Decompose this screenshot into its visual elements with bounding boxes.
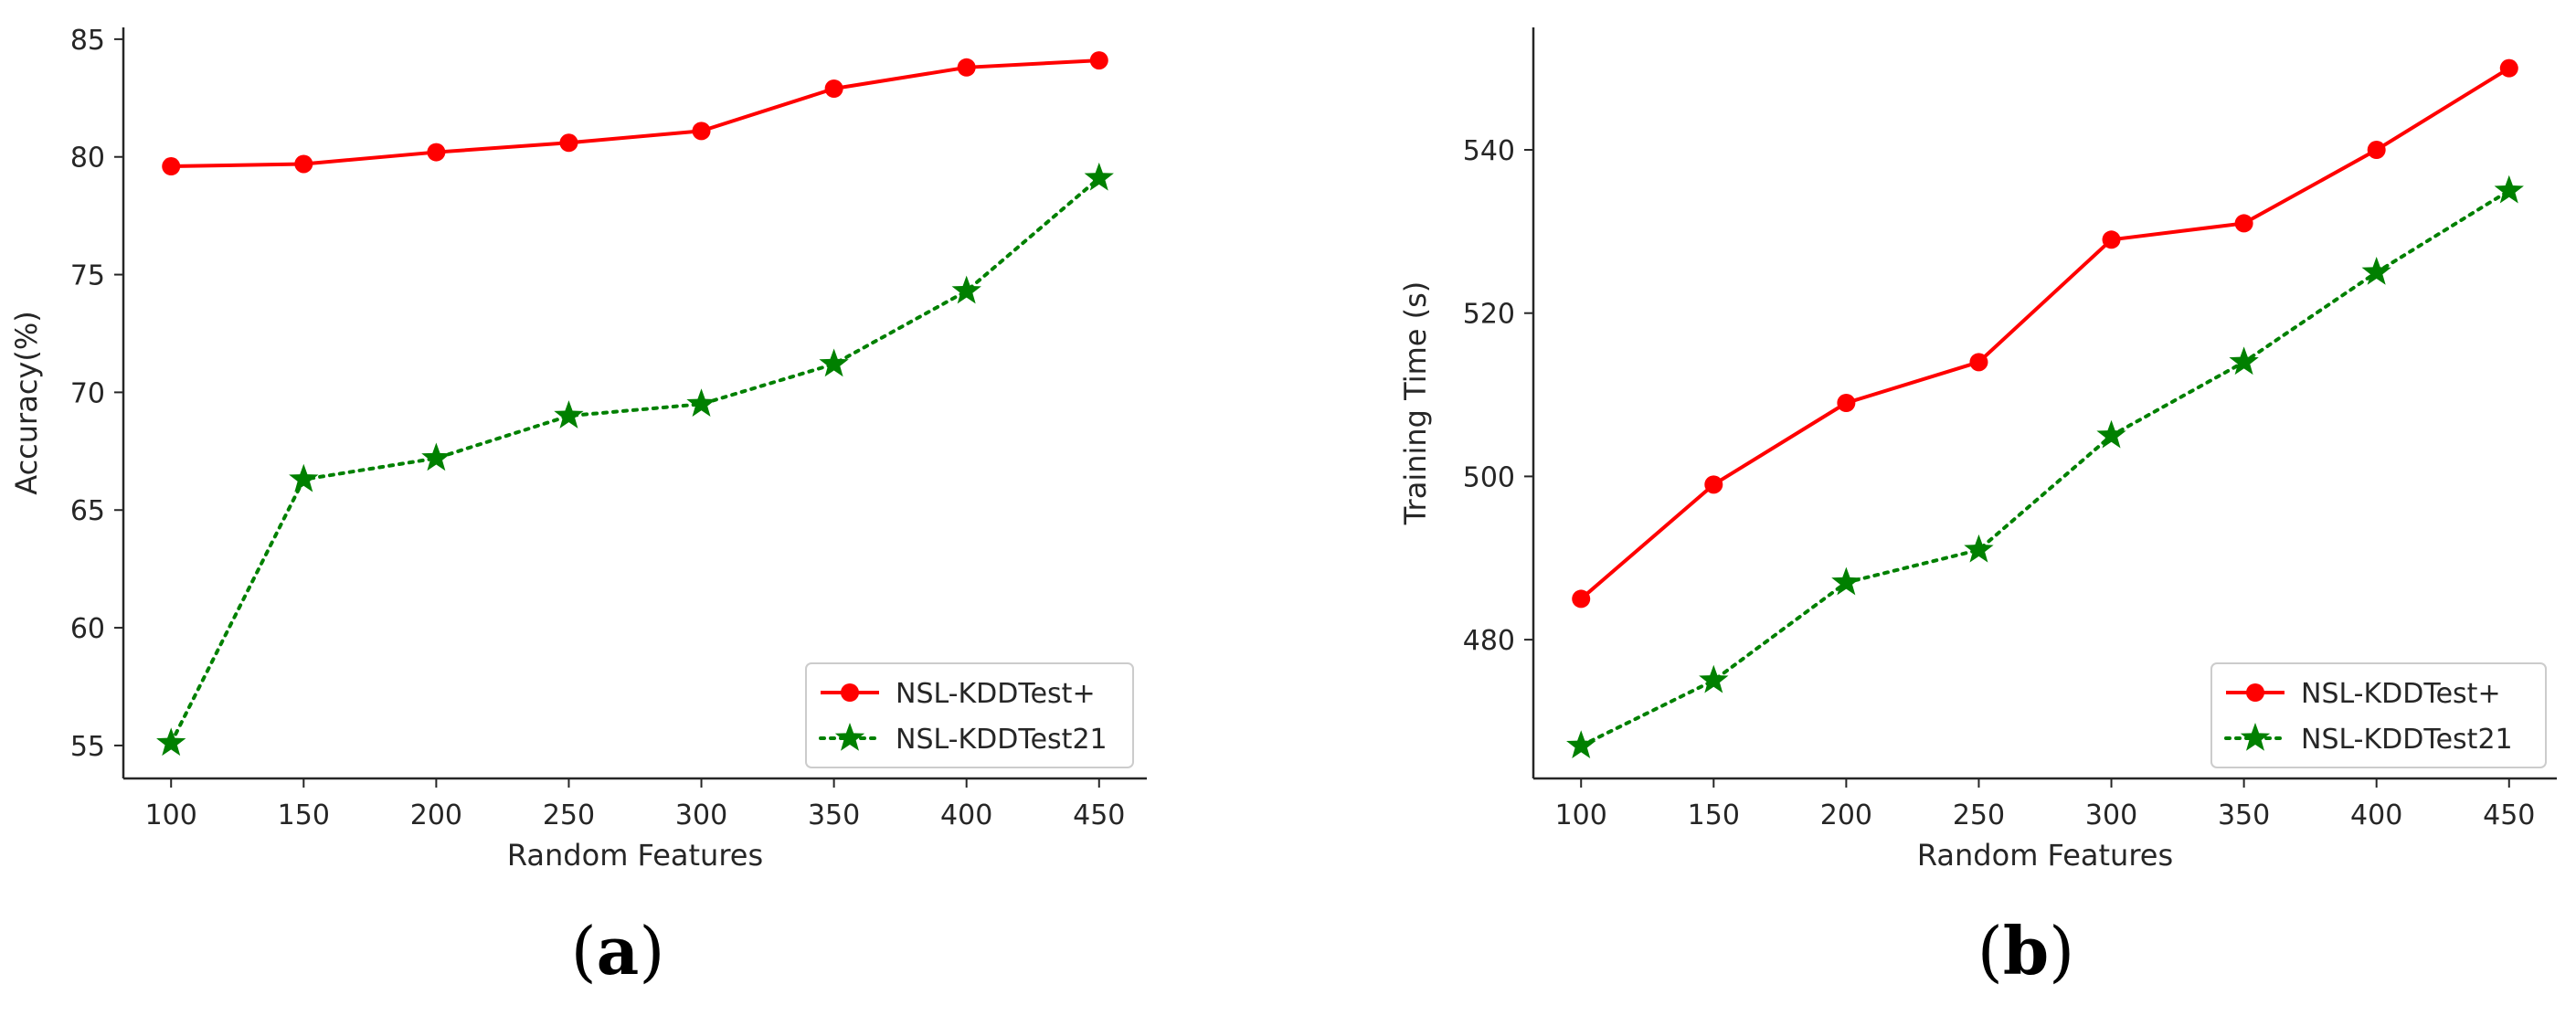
series-nsl-kddtest21 [156,162,1114,757]
data-point [554,400,584,429]
data-point [162,157,181,176]
y-tick-label: 60 [70,613,105,645]
data-point [1699,664,1729,693]
data-point [951,275,981,304]
chart-panel-a: 100 150 200 250 300 350 400 450 55 60 65 70 75 80 85 Ra… [9,25,1147,990]
x-tick-label: 400 [2350,799,2402,831]
data-point [819,348,849,377]
data-point [1084,162,1114,191]
data-point [1964,534,1994,563]
data-point [1089,51,1108,70]
series-line [1579,66,2510,600]
x-tick-label: 100 [1555,799,1607,831]
legend-marker [834,723,865,751]
data-point [1837,394,1856,412]
y-tick-label: 65 [70,495,105,527]
data-point [2361,257,2391,285]
panel-caption: (b) [1977,912,2075,990]
legend-marker [2240,723,2271,751]
series-nsl-kddtest21 [1566,175,2524,759]
data-point [2229,346,2259,376]
legend-marker [841,683,859,702]
y-axis-label: Training Time (s) [1398,281,1433,526]
data-point [2102,230,2121,249]
data-point [1831,566,1861,596]
x-tick-label: 450 [1073,799,1125,831]
legend-label: NSL-KDDTest+ [2301,678,2501,710]
data-point [2096,419,2126,449]
legend-label: NSL-KDDTest21 [896,724,1108,756]
data-point [294,154,313,174]
data-point [2367,141,2386,160]
data-point [427,143,446,162]
data-point [421,442,451,471]
y-axis-label: Accuracy(%) [9,311,44,494]
legend: NSL-KDDTest+ NSL-KDDTest21 [805,662,1134,768]
y-tick-label: 70 [70,377,105,409]
series-nsl-kddtest- [1572,58,2518,609]
data-point [2234,214,2253,233]
data-point [686,388,716,418]
y-tick-label: 85 [70,25,105,57]
data-point [1969,353,1988,372]
x-tick-label: 150 [1688,799,1740,831]
legend-box [805,662,1134,768]
x-tick-label: 200 [1820,799,1872,831]
y-tick-label: 540 [1463,135,1515,167]
y-tick-label: 480 [1463,625,1515,657]
y-tick-label: 500 [1463,461,1515,493]
y-tick-label: 55 [70,731,105,763]
x-tick-label: 300 [675,799,727,831]
data-point [1572,589,1591,609]
data-point [957,58,976,77]
series-line [1579,188,2511,748]
legend-label: NSL-KDDTest21 [2301,724,2513,756]
legend-label: NSL-KDDTest+ [896,678,1096,710]
series-line [169,175,1101,746]
series-line [171,58,1099,169]
x-tick-label: 150 [278,799,330,831]
x-tick-label: 100 [145,799,197,831]
x-tick-label: 300 [2085,799,2137,831]
x-tick-label: 250 [1953,799,2005,831]
y-tick-label: 80 [70,143,105,175]
data-point [156,727,186,757]
data-point [289,463,319,492]
y-tick-label: 75 [70,260,105,292]
x-axis-label: Random Features [507,838,763,873]
data-point [692,122,711,141]
data-point [2494,175,2524,204]
data-point [824,79,843,98]
panel-caption: (a) [571,912,665,990]
legend-marker [2246,683,2264,702]
x-tick-label: 400 [940,799,992,831]
x-tick-label: 350 [2218,799,2270,831]
series-nsl-kddtest- [162,51,1108,176]
data-point [1566,730,1596,759]
x-tick-label: 250 [543,799,595,831]
x-tick-label: 450 [2483,799,2535,831]
x-axis-label: Random Features [1917,838,2173,873]
legend-box [2210,662,2547,768]
x-tick-label: 200 [410,799,462,831]
data-point [2499,58,2518,78]
chart-panel-b: 100 150 200 250 300 350 400 450 480 500 520 540 Rand… [1398,27,2557,990]
x-tick-label: 350 [808,799,860,831]
y-tick-label: 520 [1463,299,1515,331]
data-point [1704,475,1723,494]
legend: NSL-KDDTest+ NSL-KDDTest21 [2210,662,2547,768]
data-point [559,133,578,153]
